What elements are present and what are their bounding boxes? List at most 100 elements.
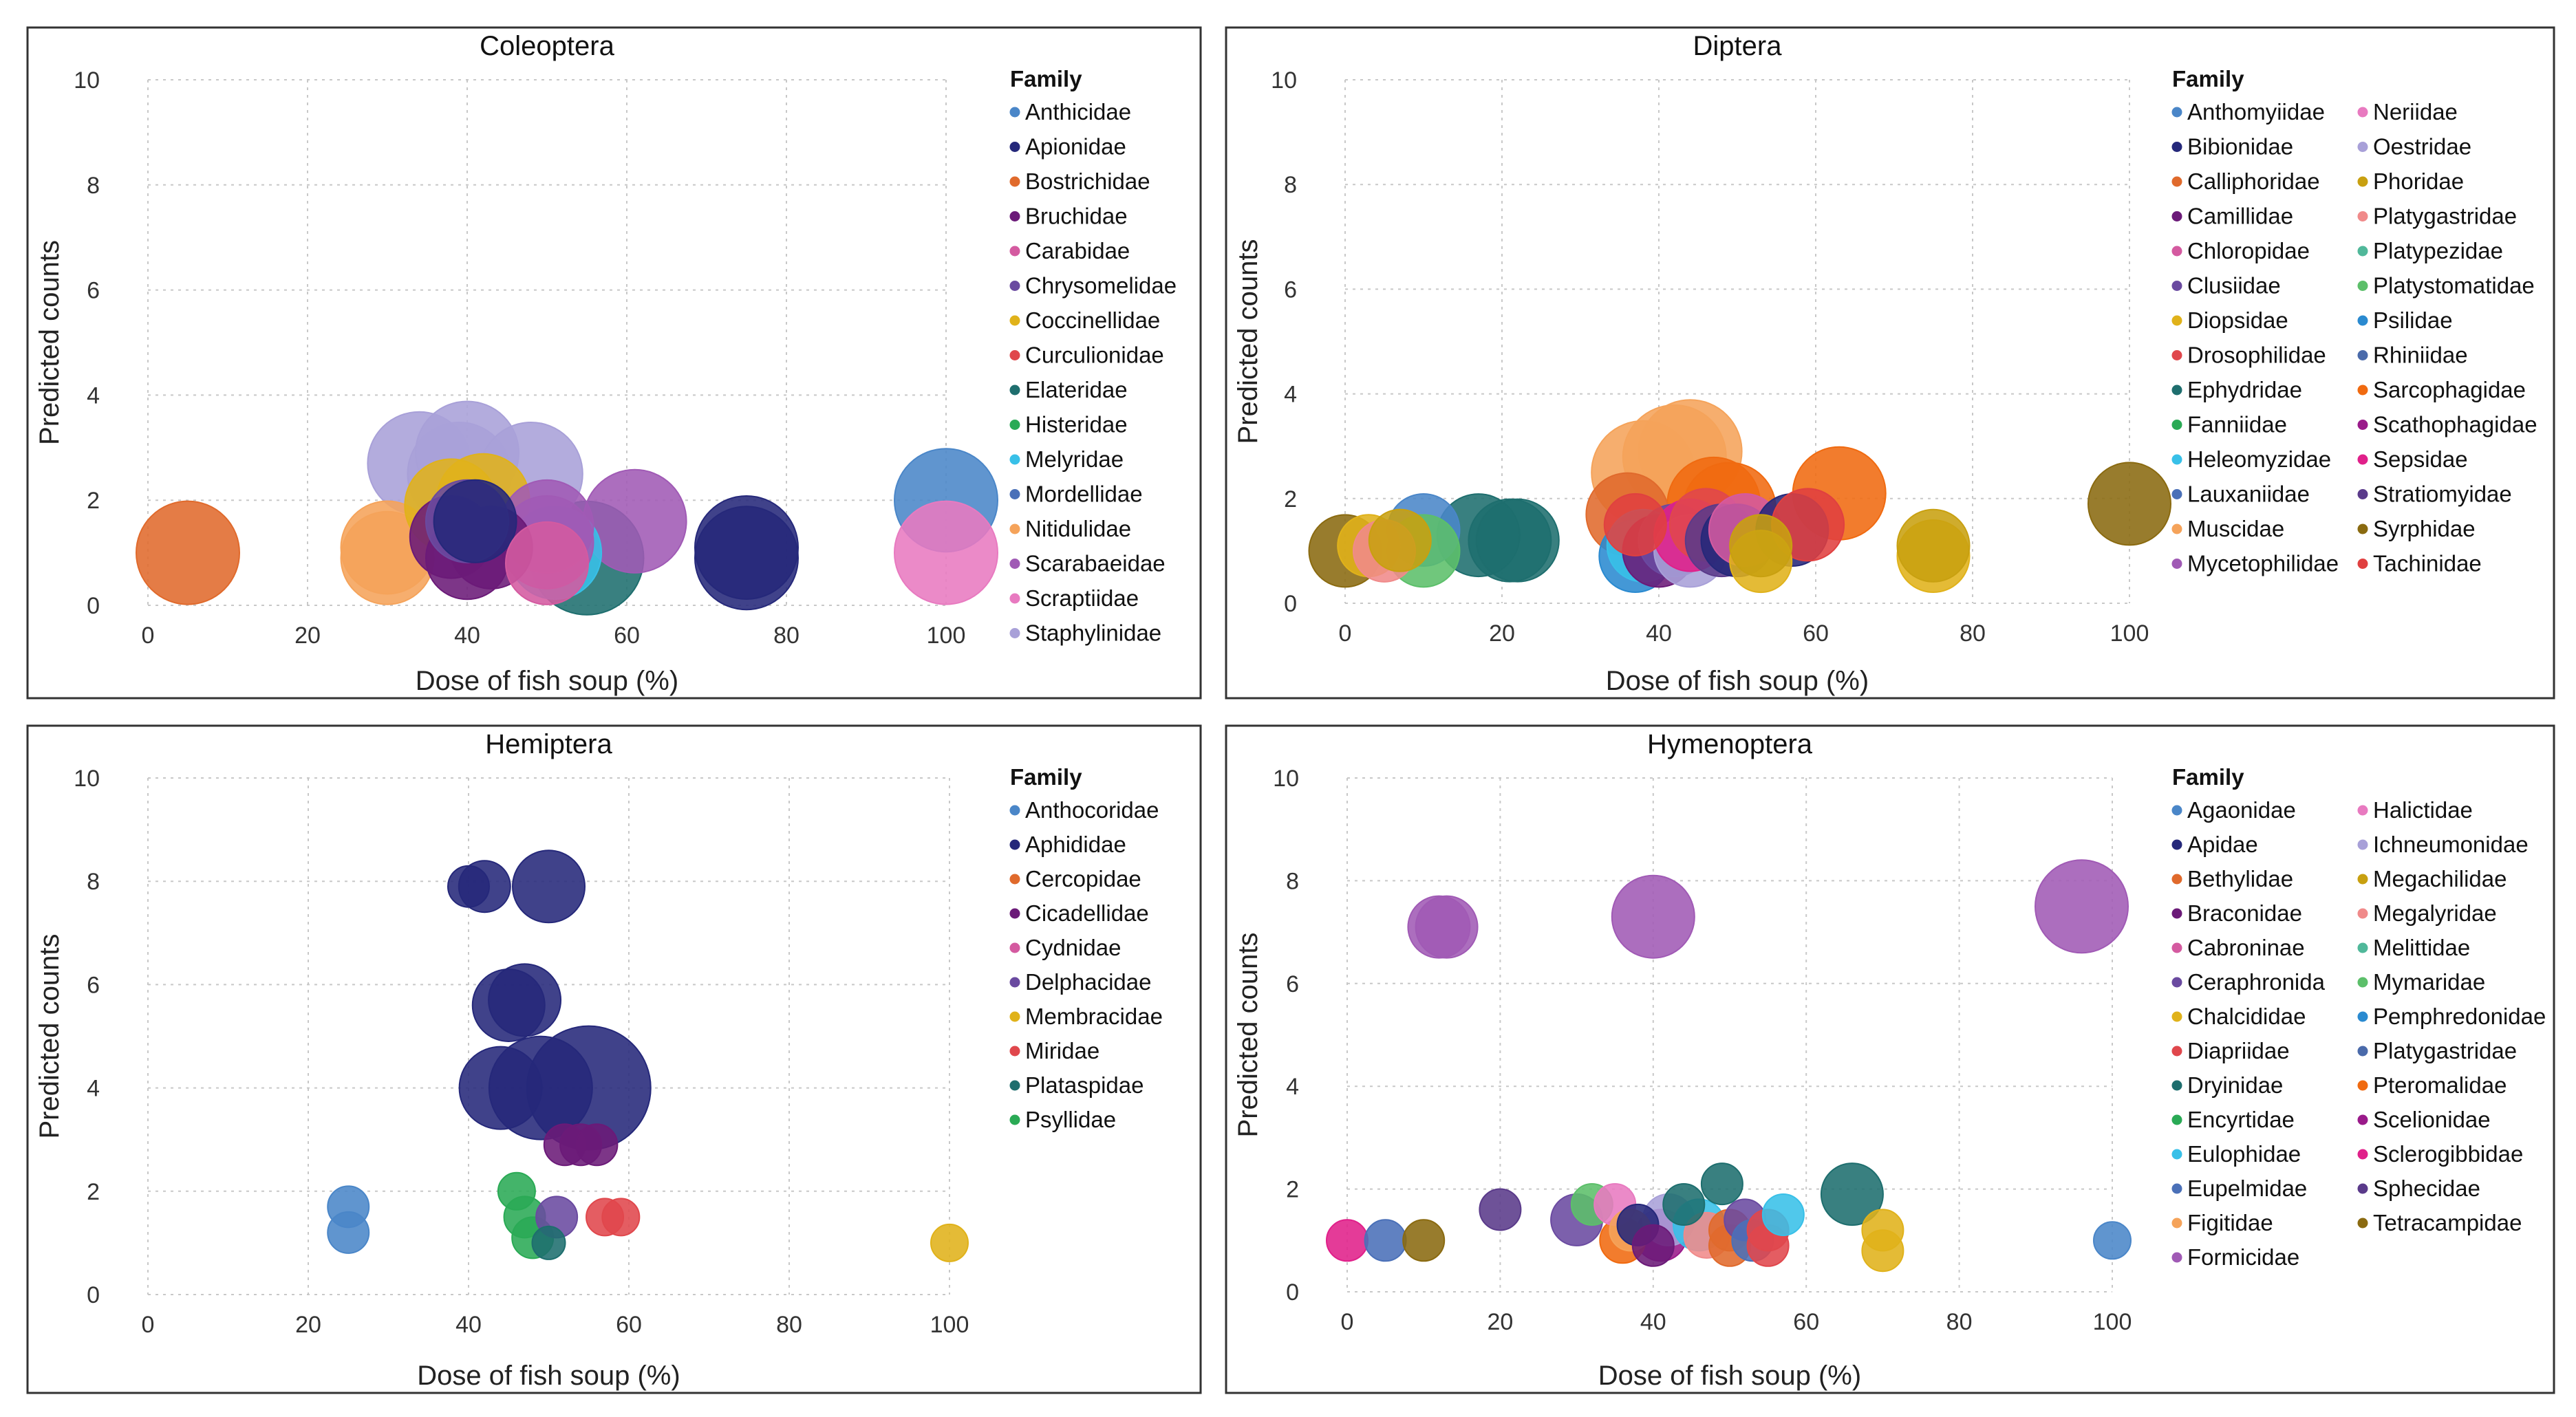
bubble-membracidae — [930, 1223, 969, 1262]
legend-item-mordellidae: Mordellidae — [1009, 482, 1143, 507]
legend-marker — [2171, 385, 2182, 396]
x-axis-label: Dose of fish soup (%) — [1606, 666, 1869, 696]
legend-item-apidae: Apidae — [2171, 832, 2258, 857]
legend-marker — [2171, 942, 2182, 953]
legend-marker — [1009, 489, 1020, 499]
legend-item-platygastridae: Platygastridae — [2357, 204, 2517, 229]
x-tick-label: 60 — [616, 1312, 642, 1338]
legend-label: Figitidae — [2187, 1210, 2273, 1235]
legend-marker — [2357, 420, 2368, 430]
bubble-chalcididae — [1861, 1209, 1904, 1252]
legend-label: Sclerogibbidae — [2373, 1141, 2523, 1167]
legend-marker — [2357, 1149, 2368, 1160]
legend-item-platygastridae: Platygastridae — [2357, 1038, 2517, 1063]
legend-label: Rhiniidae — [2373, 343, 2468, 368]
y-tick-label: 4 — [87, 1076, 100, 1102]
legend-marker — [2171, 874, 2182, 885]
legend-marker — [2171, 107, 2182, 118]
bubble-formicidae — [2035, 859, 2129, 954]
panel-frame — [1225, 724, 2555, 1394]
legend-label: Staphylinidae — [1025, 620, 1161, 646]
legend-marker — [1009, 523, 1020, 534]
legend-item-sphecidae: Sphecidae — [2357, 1176, 2480, 1201]
bubble-carabidae — [505, 521, 589, 605]
bubble-aphididae — [512, 850, 586, 924]
legend-label: Tachinidae — [2373, 551, 2482, 576]
legend-marker — [2357, 211, 2368, 221]
legend-label: Syrphidae — [2373, 516, 2476, 541]
legend-label: Bibionidae — [2187, 134, 2293, 160]
legend-marker — [2171, 142, 2182, 152]
legend-label: Halictidae — [2373, 797, 2473, 823]
x-tick-label: 80 — [1946, 1309, 1973, 1335]
legend-label: Cydnidae — [1025, 935, 1121, 960]
legend-label: Oestridae — [2373, 134, 2471, 160]
bubble-ephydridae — [1475, 498, 1560, 583]
bubble-aphididae — [447, 865, 490, 908]
legend-item-cabroninae: Cabroninae — [2171, 935, 2305, 960]
grid — [1346, 777, 2113, 1292]
legend-label: Apionidae — [1025, 134, 1126, 160]
x-axis-label: Dose of fish soup (%) — [417, 1361, 680, 1391]
legend-marker — [2357, 1046, 2368, 1057]
bubble-phoridae — [1368, 508, 1432, 572]
legend-marker — [2357, 107, 2368, 118]
legend-item-diopsidae: Diopsidae — [2171, 307, 2288, 333]
legend-item-nitidulidae: Nitidulidae — [1009, 516, 1131, 541]
legend-marker — [1009, 350, 1020, 360]
bubble-plataspidae — [531, 1225, 566, 1260]
legend-item-pteromalidae: Pteromalidae — [2357, 1072, 2507, 1098]
legend-marker — [2171, 977, 2182, 988]
bubble-sclerogibbidae — [1326, 1219, 1368, 1262]
legend-title: Family — [1010, 66, 1082, 91]
legend-label: Cicadellidae — [1025, 900, 1149, 926]
legend-label: Delphacidae — [1025, 969, 1151, 995]
legend-label: Aphididae — [1025, 832, 1126, 857]
legend-item-scelionidae: Scelionidae — [2357, 1107, 2491, 1132]
legend-label: Scathophagidae — [2373, 412, 2537, 437]
legend-marker — [2357, 805, 2368, 816]
legend-label: Carabidae — [1025, 238, 1130, 263]
legend-marker — [1009, 1046, 1020, 1057]
legend-item-lauxaniidae: Lauxaniidae — [2171, 482, 2310, 507]
y-tick-label: 8 — [87, 173, 100, 199]
legend-marker — [2171, 523, 2182, 534]
bubbles — [136, 400, 998, 616]
legend-item-braconidae: Braconidae — [2171, 900, 2302, 926]
legend-marker — [1009, 1114, 1020, 1125]
legend-item-bethylidae: Bethylidae — [2171, 866, 2293, 891]
legend-item-mymaridae: Mymaridae — [2357, 969, 2485, 995]
legend-label: Bostrichidae — [1025, 169, 1150, 194]
legend-marker — [2171, 281, 2182, 291]
legend-marker — [2357, 1218, 2368, 1229]
legend-item-sclerogibbidae: Sclerogibbidae — [2357, 1141, 2523, 1167]
legend-item-pemphredonidae: Pemphredonidae — [2357, 1004, 2546, 1029]
x-axis-label: Dose of fish soup (%) — [416, 666, 678, 696]
legend-label: Platypezidae — [2373, 238, 2503, 263]
legend-item-figitidae: Figitidae — [2171, 1210, 2273, 1235]
legend-marker — [2171, 908, 2182, 919]
bubble-miridae — [601, 1198, 641, 1237]
legend-label: Melyridae — [1025, 446, 1124, 472]
x-tick-label: 40 — [1646, 620, 1672, 647]
legend-item-bruchidae: Bruchidae — [1009, 204, 1128, 229]
legend: Family Anthomyiidae Bibionidae Calliphorida… — [2171, 66, 2537, 576]
x-tick-label: 100 — [927, 623, 966, 649]
x-tick-label: 60 — [1793, 1309, 1819, 1335]
legend-label: Dryinidae — [2187, 1072, 2283, 1098]
legend-label: Pemphredonidae — [2373, 1004, 2546, 1029]
x-tick-label: 0 — [1339, 620, 1352, 647]
legend-marker — [2171, 1080, 2182, 1091]
y-tick-label: 2 — [1284, 486, 1297, 512]
bubble-aphididae — [458, 1046, 543, 1130]
bubble-eulophidae — [1761, 1193, 1805, 1236]
legend-marker — [2357, 489, 2368, 499]
legend-label: Psyllidae — [1025, 1107, 1116, 1132]
legend-marker — [2357, 281, 2368, 291]
legend-label: Platystomatidae — [2373, 273, 2535, 299]
legend-marker — [1009, 908, 1020, 919]
legend-item-ceraphronida: Ceraphronida — [2171, 969, 2326, 995]
x-tick-label: 0 — [142, 1312, 155, 1338]
legend-marker — [2357, 1011, 2368, 1022]
legend-marker — [1009, 315, 1020, 326]
